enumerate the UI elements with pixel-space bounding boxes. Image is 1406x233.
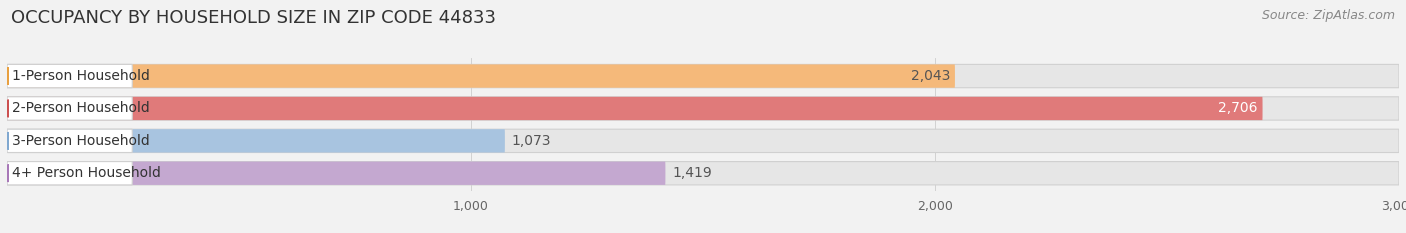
Text: Source: ZipAtlas.com: Source: ZipAtlas.com <box>1261 9 1395 22</box>
FancyBboxPatch shape <box>7 97 1399 120</box>
FancyBboxPatch shape <box>7 161 1399 185</box>
FancyBboxPatch shape <box>7 64 1399 88</box>
FancyBboxPatch shape <box>7 161 132 185</box>
Text: 3-Person Household: 3-Person Household <box>11 134 149 148</box>
FancyBboxPatch shape <box>7 161 665 185</box>
Text: 1-Person Household: 1-Person Household <box>11 69 150 83</box>
FancyBboxPatch shape <box>7 97 1263 120</box>
FancyBboxPatch shape <box>7 97 132 120</box>
Text: 1,073: 1,073 <box>512 134 551 148</box>
Text: OCCUPANCY BY HOUSEHOLD SIZE IN ZIP CODE 44833: OCCUPANCY BY HOUSEHOLD SIZE IN ZIP CODE … <box>11 9 496 27</box>
Text: 2,043: 2,043 <box>911 69 950 83</box>
FancyBboxPatch shape <box>7 129 132 153</box>
Text: 2-Person Household: 2-Person Household <box>11 101 149 116</box>
Text: 4+ Person Household: 4+ Person Household <box>11 166 160 180</box>
FancyBboxPatch shape <box>7 64 132 88</box>
FancyBboxPatch shape <box>7 64 955 88</box>
Text: 1,419: 1,419 <box>672 166 711 180</box>
FancyBboxPatch shape <box>7 129 1399 153</box>
FancyBboxPatch shape <box>7 129 505 153</box>
Text: 2,706: 2,706 <box>1219 101 1258 116</box>
